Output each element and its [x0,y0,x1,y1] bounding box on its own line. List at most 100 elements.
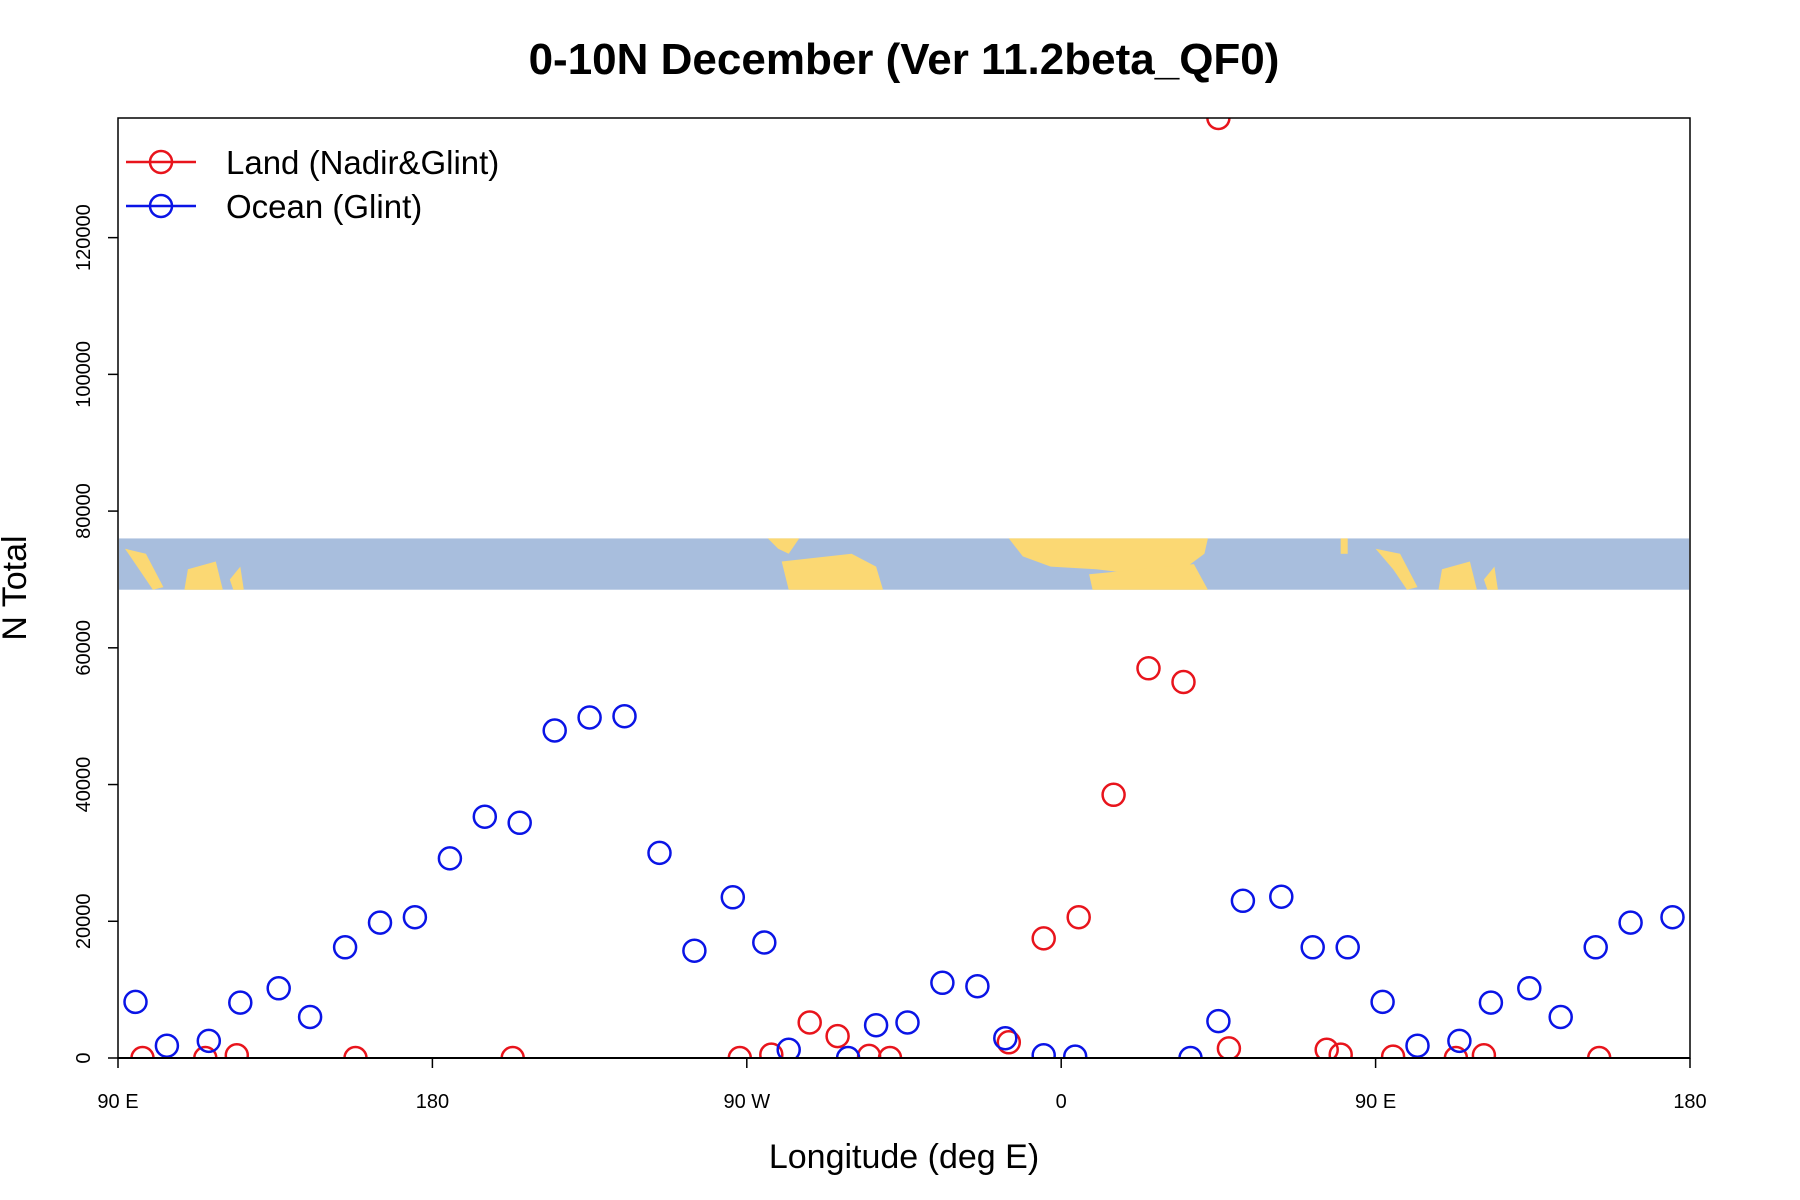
ocean-point [228,990,253,1015]
y-tick-label: 20000 [73,893,95,949]
y-tick-label: 0 [73,1052,95,1063]
ocean-point [542,718,567,743]
land-point [1066,904,1091,930]
land-point [1443,1045,1469,1058]
ocean-point [437,846,463,871]
land-sulawesi-2 [1483,566,1498,590]
legend-item-land: Land (Nadir&Glint) [126,144,499,181]
ocean-point [1517,976,1542,1001]
y-tick-label: 100000 [73,341,95,408]
ocean-point [1062,1044,1088,1058]
ocean-point [1405,1033,1430,1058]
ocean-point [332,935,358,960]
land-point [1031,926,1056,951]
ocean-point [1548,1004,1573,1030]
land-point [1206,118,1231,131]
land-point [1216,1036,1242,1058]
y-axis: 0 20000 40000 60000 80000 100000 120000 [73,204,118,1064]
land-point [1471,1043,1497,1058]
ocean-point [1478,990,1504,1015]
ocean-point [297,1004,323,1030]
land-point [1586,1045,1612,1058]
ocean-point [863,1012,889,1038]
land-point [759,1042,784,1058]
ocean-point [1206,1008,1231,1034]
land-africa-west [1008,538,1208,575]
land-point [1171,669,1196,695]
x-tick-label: 180 [416,1091,449,1113]
y-tick-label: 80000 [73,483,95,539]
ocean-point [1269,884,1294,909]
ocean-point [1230,888,1256,914]
land-africa-central [1089,564,1208,590]
land-point [1380,1044,1406,1058]
series-ocean [123,703,1685,1058]
x-axis-label: Longitude (deg E) [769,1138,1039,1176]
land-central-america [767,538,800,554]
x-tick-label: 180 [1673,1091,1706,1113]
ocean-point [1178,1045,1203,1058]
land-sri-lanka [1340,538,1348,554]
ocean-point [612,703,637,729]
legend-item-ocean: Ocean (Glint) [126,188,422,225]
ocean-point [1447,1028,1472,1054]
ocean-point [507,810,532,836]
ocean-point [965,973,990,999]
ocean-point [682,938,707,963]
ocean-point [472,804,498,829]
ocean-point [577,705,602,730]
ocean-point [1031,1043,1056,1058]
ocean-point [930,970,955,996]
series-land [130,118,1612,1058]
land-point [1314,1037,1339,1058]
ocean-point [993,1025,1018,1051]
ocean-point [1370,989,1395,1015]
ocean-point [123,989,148,1015]
ocean-point [154,1033,180,1058]
land-point [996,1030,1022,1055]
y-tick-label: 40000 [73,757,95,813]
ocean-point [895,1010,920,1035]
land-point [856,1043,882,1058]
land-point [130,1045,155,1058]
land-sulawesi [229,566,244,590]
ocean-point [647,840,672,866]
legend: Land (Nadir&Glint) Ocean (Glint) [126,144,499,225]
ocean-point [1300,935,1325,960]
map-land [125,538,1498,590]
ocean-point [720,885,746,910]
legend-land-label: Land (Nadir&Glint) [226,144,499,181]
chart-title: 0-10N December (Ver 11.2beta_QF0) [529,35,1280,84]
ocean-point [776,1037,801,1058]
land-point [1136,656,1161,681]
land-point [797,1010,822,1035]
world-map-strip [119,538,1689,590]
legend-ocean-marker [148,193,174,219]
land-point [727,1045,753,1058]
land-point [1328,1042,1353,1058]
legend-land-marker [148,149,174,175]
x-axis: 90 E 180 90 W 0 90 E 180 [97,1058,1707,1113]
ocean-point [1335,935,1360,960]
y-axis-label: N Total [0,535,34,640]
land-southeast-asia [125,548,164,590]
ocean-point [266,976,291,1001]
land-point [1101,782,1126,808]
x-tick-label: 0 [1056,1091,1067,1113]
ocean-point [1618,910,1643,935]
land-point [193,1045,218,1058]
ocean-point [752,930,777,955]
ocean-point [367,910,393,935]
land-point [825,1023,850,1049]
land-point [343,1045,368,1058]
land-point [877,1045,903,1058]
ocean-point [1583,935,1608,960]
land-south-america [781,553,883,590]
land-borneo [184,561,223,590]
legend-ocean-label: Ocean (Glint) [226,188,422,225]
ocean-point [402,904,428,930]
x-tick-label: 90 E [1355,1091,1396,1113]
x-tick-label: 90 E [97,1091,138,1113]
x-tick-label: 90 W [723,1091,770,1113]
